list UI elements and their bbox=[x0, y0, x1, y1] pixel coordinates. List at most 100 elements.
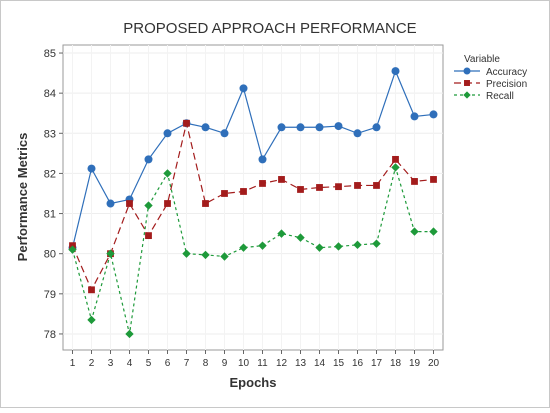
accuracy-point bbox=[258, 155, 267, 164]
accuracy-point bbox=[372, 123, 381, 132]
x-tick-label: 5 bbox=[146, 358, 152, 369]
accuracy-point bbox=[334, 122, 343, 131]
precision-point bbox=[259, 180, 266, 187]
x-tick-label: 10 bbox=[238, 358, 250, 369]
recall-point bbox=[144, 201, 153, 210]
x-tick-label: 7 bbox=[184, 358, 190, 369]
recall-point bbox=[334, 242, 343, 251]
recall-point bbox=[182, 249, 191, 258]
x-tick-label: 17 bbox=[371, 358, 383, 369]
recall-point bbox=[410, 227, 419, 236]
precision-point bbox=[240, 188, 247, 195]
recall-point bbox=[372, 239, 381, 248]
x-tick-label: 20 bbox=[428, 358, 440, 369]
accuracy-point bbox=[220, 129, 229, 138]
x-tick-label: 13 bbox=[295, 358, 307, 369]
legend-marker-recall bbox=[463, 91, 471, 99]
accuracy-point bbox=[296, 123, 305, 132]
precision-point bbox=[354, 182, 361, 189]
y-tick-label: 85 bbox=[44, 48, 56, 60]
precision-point bbox=[297, 186, 304, 193]
legend-item-precision: Precision bbox=[454, 79, 527, 90]
precision-point bbox=[145, 232, 152, 240]
recall-point bbox=[353, 240, 362, 250]
x-tick-label: 3 bbox=[108, 358, 114, 369]
precision-point bbox=[126, 200, 133, 207]
recall-point bbox=[391, 163, 400, 172]
x-tick-label: 8 bbox=[203, 358, 209, 369]
recall-point bbox=[163, 169, 172, 178]
y-tick-label: 81 bbox=[44, 209, 56, 221]
y-tick-label: 80 bbox=[44, 249, 56, 261]
accuracy-point bbox=[429, 110, 438, 119]
y-tick-label: 82 bbox=[44, 168, 56, 180]
precision-point bbox=[430, 176, 437, 183]
accuracy-point bbox=[410, 112, 419, 121]
precision-point bbox=[278, 176, 285, 183]
series-layer bbox=[68, 67, 438, 339]
legend-marker-accuracy bbox=[463, 67, 471, 75]
precision-point bbox=[373, 182, 380, 189]
recall-point bbox=[87, 315, 96, 325]
precision-point bbox=[392, 155, 399, 163]
recall-point bbox=[106, 249, 115, 258]
accuracy-point bbox=[106, 199, 115, 208]
accuracy-point bbox=[163, 129, 172, 138]
legend-marker-precision bbox=[464, 80, 470, 86]
accuracy-point bbox=[87, 164, 96, 173]
accuracy-point bbox=[201, 123, 210, 132]
y-tick-label: 78 bbox=[44, 329, 56, 341]
recall-point bbox=[239, 243, 248, 252]
x-tick-label: 6 bbox=[165, 358, 171, 369]
x-tick-label: 2 bbox=[89, 358, 95, 369]
y-tick-label: 84 bbox=[44, 88, 56, 100]
precision-point bbox=[411, 178, 418, 185]
x-tick-label: 14 bbox=[314, 358, 326, 369]
x-tick-label: 9 bbox=[222, 358, 228, 369]
accuracy-point bbox=[144, 155, 153, 164]
y-tick-label: 79 bbox=[44, 289, 56, 301]
x-tick-label: 1 bbox=[70, 358, 76, 369]
chart-title: PROPOSED APPROACH PERFORMANCE bbox=[123, 20, 416, 37]
recall-point bbox=[429, 227, 438, 236]
precision-point bbox=[335, 183, 342, 191]
accuracy-point bbox=[353, 129, 362, 138]
recall-point bbox=[125, 329, 134, 339]
recall-point bbox=[201, 250, 210, 260]
recall-line bbox=[71, 165, 434, 335]
x-tick-label: 16 bbox=[352, 358, 364, 369]
recall-point bbox=[277, 229, 286, 238]
recall-point bbox=[315, 243, 324, 252]
legend-title: Variable bbox=[464, 54, 500, 65]
recall-point bbox=[296, 233, 305, 242]
legend-item-recall: Recall bbox=[454, 91, 514, 102]
grid bbox=[63, 45, 443, 350]
precision-point bbox=[221, 190, 228, 197]
x-tick-label: 19 bbox=[409, 358, 421, 369]
y-axis-label: Performance Metrics bbox=[15, 133, 30, 262]
accuracy-point bbox=[391, 67, 400, 76]
y-tick-label: 83 bbox=[44, 128, 56, 140]
precision-line bbox=[71, 123, 434, 292]
legend-item-accuracy: Accuracy bbox=[454, 67, 527, 78]
precision-point bbox=[183, 119, 190, 127]
recall-series bbox=[68, 163, 438, 339]
x-tick-label: 4 bbox=[127, 358, 133, 369]
x-tick-label: 12 bbox=[276, 358, 288, 369]
x-tick-label: 18 bbox=[390, 358, 402, 369]
x-axis-label: Epochs bbox=[230, 375, 277, 390]
recall-point bbox=[220, 252, 229, 261]
legend-label-recall: Recall bbox=[486, 91, 514, 102]
x-tick-label: 15 bbox=[333, 358, 345, 369]
accuracy-point bbox=[277, 123, 286, 132]
legend-label-precision: Precision bbox=[486, 79, 527, 90]
precision-point bbox=[316, 184, 323, 191]
precision-point bbox=[164, 200, 171, 207]
precision-point bbox=[202, 200, 209, 207]
accuracy-point bbox=[239, 84, 248, 93]
